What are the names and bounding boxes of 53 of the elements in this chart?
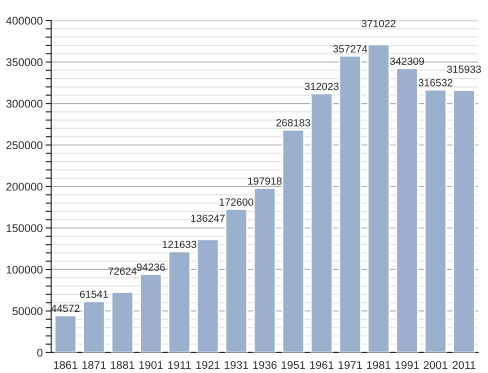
x-tick-label: 1861 (54, 361, 78, 369)
x-tick-label: 1931 (224, 361, 248, 369)
x-tick-label: 1871 (82, 361, 106, 369)
y-tick-label: 400000 (6, 16, 42, 25)
data-label: 371022 (362, 20, 396, 28)
x-tick-label: 1911 (168, 361, 191, 369)
y-tick-label: 200000 (6, 182, 42, 191)
data-label: 172600 (220, 198, 254, 206)
x-tick-label: 2001 (424, 361, 448, 369)
data-label: 197918 (248, 177, 282, 185)
y-tick-label: 100000 (6, 266, 42, 274)
bar (253, 188, 276, 352)
y-tick-label: 50000 (12, 307, 42, 316)
data-label: 316532 (418, 78, 452, 86)
y-tick-label: 300000 (6, 100, 42, 108)
x-tick-label: 1961 (310, 361, 334, 369)
data-label: 121633 (162, 240, 196, 248)
data-label: 136247 (191, 214, 225, 222)
x-tick-label: 1921 (196, 361, 220, 369)
bar (224, 208, 248, 352)
x-tick-label: 1991 (396, 361, 419, 369)
bar (452, 90, 476, 352)
bar (140, 274, 162, 352)
data-label: 357274 (333, 45, 368, 53)
data-label: 94236 (136, 263, 165, 271)
bar (396, 68, 418, 352)
data-label: 315933 (447, 66, 481, 73)
x-tick-label: 1971 (338, 361, 362, 369)
x-tick-label: 1981 (367, 361, 390, 369)
bar (82, 300, 106, 352)
bar (168, 250, 191, 352)
data-label: 312023 (304, 82, 339, 90)
bar (310, 92, 334, 352)
bar (111, 292, 134, 352)
y-tick-label: 0 (37, 348, 42, 357)
x-tick-label: 1901 (139, 361, 163, 369)
bar (367, 44, 390, 352)
bar (424, 89, 447, 352)
data-label: 342309 (390, 58, 424, 65)
x-tick-label: 1936 (253, 361, 277, 369)
x-tick-label: 1951 (282, 361, 306, 369)
y-tick-label: 350000 (6, 58, 42, 66)
data-label: 268183 (276, 119, 310, 126)
bar (54, 314, 77, 352)
y-tick-label: 250000 (6, 141, 42, 150)
data-label: 61541 (80, 290, 108, 298)
x-tick-label: 1881 (110, 361, 134, 369)
bar (338, 55, 362, 352)
x-tick-label: 2011 (452, 361, 476, 369)
y-tick-label: 150000 (6, 224, 42, 232)
data-label: 72624 (108, 268, 137, 275)
bar (282, 129, 305, 352)
bar (196, 238, 220, 352)
